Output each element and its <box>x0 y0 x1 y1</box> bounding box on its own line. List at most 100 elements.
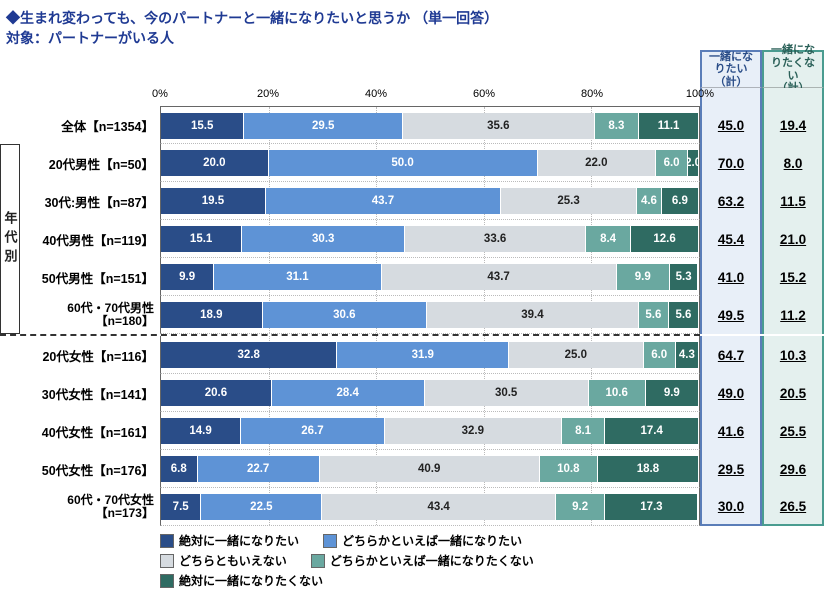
stacked-bar: 19.543.725.34.66.9 <box>160 182 700 220</box>
bar-segment: 50.0 <box>269 150 538 176</box>
stacked-bar: 32.831.925.06.04.3 <box>160 336 700 374</box>
sum-b: 29.6 <box>762 450 824 488</box>
bar-segment: 43.7 <box>266 188 501 214</box>
bar-segment: 30.6 <box>263 302 427 328</box>
bar-segment: 6.0 <box>656 150 688 176</box>
sum-b: 8.0 <box>762 144 824 182</box>
legend-item: どちらかといえば一緒になりたい <box>323 532 522 549</box>
sum-b: 20.5 <box>762 374 824 412</box>
stacked-bar: 20.050.022.06.02.0 <box>160 144 700 182</box>
bar-segment: 22.0 <box>538 150 656 176</box>
bar-segment: 14.9 <box>161 418 241 444</box>
bar-segment: 31.1 <box>214 264 381 290</box>
bar-segment: 9.9 <box>646 380 699 406</box>
sum-b: 25.5 <box>762 412 824 450</box>
sum-a: 45.4 <box>700 220 762 258</box>
bar-segment: 22.5 <box>201 494 322 520</box>
bar-segment: 20.0 <box>161 150 269 176</box>
stacked-bar: 15.130.333.68.412.6 <box>160 220 700 258</box>
sum-a: 41.6 <box>700 412 762 450</box>
legend-item: 絶対に一緒になりたくない <box>160 572 323 589</box>
row-label: 40代男性【n=119】 <box>20 220 160 258</box>
sum-a: 30.0 <box>700 488 762 526</box>
bar-segment: 18.9 <box>161 302 263 328</box>
bar-segment: 6.9 <box>662 188 699 214</box>
group-label: 年代別 <box>0 144 20 334</box>
bar-segment: 26.7 <box>241 418 385 444</box>
bar-segment: 28.4 <box>272 380 425 406</box>
bar-segment: 33.6 <box>405 226 586 252</box>
bar-segment: 35.6 <box>403 113 595 139</box>
bar-segment: 43.7 <box>382 264 617 290</box>
bar-segment: 32.9 <box>385 418 562 444</box>
sum-a: 49.5 <box>700 296 762 334</box>
row-label: 30代:男性【n=87】 <box>20 182 160 220</box>
bar-segment: 9.9 <box>617 264 670 290</box>
bar-segment: 9.2 <box>556 494 605 520</box>
bar-segment: 5.6 <box>669 302 699 328</box>
bar-segment: 15.5 <box>161 113 244 139</box>
bar-segment: 12.6 <box>631 226 699 252</box>
stacked-bar: 9.931.143.79.95.3 <box>160 258 700 296</box>
bar-segment: 39.4 <box>427 302 639 328</box>
bar-segment: 29.5 <box>244 113 403 139</box>
bar-segment: 6.8 <box>161 456 198 482</box>
sum-a: 70.0 <box>700 144 762 182</box>
row-label: 60代・70代女性【n=173】 <box>20 488 160 526</box>
stacked-bar: 6.822.740.910.818.8 <box>160 450 700 488</box>
bar-segment: 43.4 <box>322 494 555 520</box>
bar-segment: 8.1 <box>562 418 606 444</box>
bar-segment: 25.0 <box>509 342 644 368</box>
sum-b: 19.4 <box>762 106 824 144</box>
sum-col-a-header: 一緒になりたい（計） <box>700 50 762 88</box>
bar-segment: 4.3 <box>676 342 699 368</box>
bar-segment: 2.0 <box>688 150 699 176</box>
bar-segment: 9.9 <box>161 264 214 290</box>
bar-segment: 17.3 <box>605 494 698 520</box>
bar-segment: 8.3 <box>595 113 640 139</box>
sum-a: 29.5 <box>700 450 762 488</box>
bar-segment: 7.5 <box>161 494 201 520</box>
sum-b: 11.2 <box>762 296 824 334</box>
bar-segment: 20.6 <box>161 380 272 406</box>
row-label: 50代女性【n=176】 <box>20 450 160 488</box>
stacked-bar: 20.628.430.510.69.9 <box>160 374 700 412</box>
sum-a: 41.0 <box>700 258 762 296</box>
bar-segment: 22.7 <box>198 456 320 482</box>
row-label: 全体【n=1354】 <box>0 106 160 144</box>
bar-segment: 10.6 <box>589 380 646 406</box>
legend: 絶対に一緒になりたいどちらかといえば一緒になりたいどちらともいえないどちらかとい… <box>20 526 762 592</box>
chart-subtitle: 対象：パートナーがいる人 <box>6 28 834 48</box>
row-label: 20代男性【n=50】 <box>20 144 160 182</box>
bar-segment: 10.8 <box>540 456 598 482</box>
stacked-bar: 7.522.543.49.217.3 <box>160 488 700 526</box>
sum-b: 15.2 <box>762 258 824 296</box>
stacked-bar: 15.529.535.68.311.1 <box>160 106 700 144</box>
bar-segment: 11.1 <box>639 113 699 139</box>
bar-segment: 40.9 <box>320 456 540 482</box>
bar-segment: 32.8 <box>161 342 337 368</box>
bar-segment: 8.4 <box>586 226 631 252</box>
sum-a: 49.0 <box>700 374 762 412</box>
sum-b: 26.5 <box>762 488 824 526</box>
sum-b: 21.0 <box>762 220 824 258</box>
legend-item: どちらかといえば一緒になりたくない <box>311 552 534 569</box>
bar-segment: 30.3 <box>242 226 405 252</box>
row-label: 60代・70代男性【n=180】 <box>20 296 160 334</box>
stacked-bar: 14.926.732.98.117.4 <box>160 412 700 450</box>
stacked-bar: 18.930.639.45.65.6 <box>160 296 700 334</box>
bar-segment: 30.5 <box>425 380 589 406</box>
bar-segment: 5.6 <box>639 302 669 328</box>
legend-item: 絶対に一緒になりたい <box>160 532 299 549</box>
sum-a: 64.7 <box>700 336 762 374</box>
sum-a: 63.2 <box>700 182 762 220</box>
bar-segment: 17.4 <box>605 418 699 444</box>
bar-segment: 18.8 <box>598 456 699 482</box>
bar-segment: 25.3 <box>501 188 637 214</box>
bar-segment: 4.6 <box>637 188 662 214</box>
bar-segment: 15.1 <box>161 226 242 252</box>
chart-title: ◆生まれ変わっても、今のパートナーと一緒になりたいと思うか （単一回答） <box>6 8 834 28</box>
row-label: 40代女性【n=161】 <box>20 412 160 450</box>
row-label: 50代男性【n=151】 <box>20 258 160 296</box>
sum-a: 45.0 <box>700 106 762 144</box>
